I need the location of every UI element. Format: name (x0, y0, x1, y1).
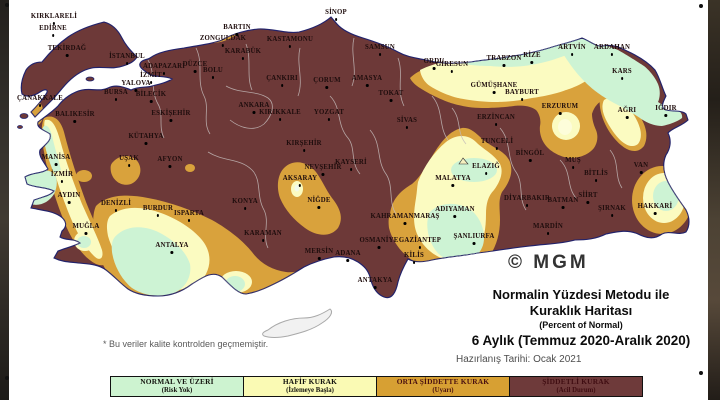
legend-item-3: ORTA ŞİDDETTE KURAK (Uyarı) (376, 377, 509, 396)
region-elazig-core (451, 158, 497, 182)
mgm-copyright: © MGM (508, 252, 589, 273)
quality-footnote: * Bu veriler kalite kontrolden geçmemişt… (103, 339, 269, 349)
legend-sublabel: (Acil Durum) (556, 386, 596, 394)
region-afyon-spot (185, 164, 195, 172)
region-izmir-east-spot (76, 170, 92, 182)
normal-regions (21, 38, 683, 296)
title-map-name: Kuraklık Haritası (529, 302, 633, 318)
tunceli-marker (458, 157, 469, 165)
pale-cores (294, 119, 572, 192)
island-gokceada (19, 113, 29, 119)
region-northeast-green (559, 39, 683, 126)
region-edirne-spot (34, 39, 42, 47)
region-sanliurfa-core (427, 203, 484, 262)
region-west-coast-mild (44, 119, 103, 259)
title-period: 6 Aylık (Temmuz 2020-Aralık 2020) (471, 333, 691, 349)
erzurum-pale-core (558, 119, 572, 135)
title-english: (Percent of Normal) (539, 319, 623, 330)
title-method-line: Normalin Yüzdesi Metodu ile (492, 287, 670, 302)
islands (17, 76, 95, 129)
legend-sublabel: (İzlemeye Başla) (286, 386, 334, 394)
cyprus-outline (262, 308, 333, 338)
legend-item-1: NORMAL VE ÜZERİ (Risk Yok) (111, 377, 243, 396)
region-mugla-spot (77, 236, 91, 248)
region-agri-mild (602, 97, 641, 147)
corner-dot (699, 4, 703, 8)
region-usak (110, 156, 141, 185)
legend-label: HAFİF KURAK (282, 377, 338, 387)
title-prepared-date: Hazırlanış Tarihi: Ocak 2021 (456, 353, 582, 365)
island-bozcaada (17, 125, 23, 129)
region-aksaray-nigde (277, 162, 341, 235)
legend-sublabel: (Risk Yok) (161, 386, 193, 394)
photo-edge-right (708, 0, 720, 400)
legend-item-2: HAFİF KURAK (İzlemeye Başla) (243, 377, 376, 396)
legend-bar: NORMAL VE ÜZERİ (Risk Yok) HAFİF KURAK (İzl… (110, 376, 643, 397)
legend-item-4: ŞİDDETLİ KURAK (Acil Durum) (509, 377, 642, 396)
aksaray-pale-core (294, 184, 300, 192)
legend-label: NORMAL VE ÜZERİ (140, 377, 214, 387)
legend-label: ORTA ŞİDDETTE KURAK (396, 377, 490, 387)
corner-dot (5, 3, 9, 7)
corner-dot (5, 376, 9, 380)
province-borders (147, 37, 623, 249)
region-edirne-core (35, 40, 41, 46)
photo-edge-left (0, 0, 9, 400)
island-marmara (85, 76, 95, 82)
region-hakkari-core (653, 181, 679, 211)
title-block: Normalin Yüzdesi Metodu ile Kuraklık Har… (448, 287, 714, 365)
region-antalya (111, 227, 191, 296)
corner-dot (699, 371, 703, 375)
legend-label: ŞİDDETLİ KURAK (542, 377, 610, 387)
legend-sublabel: (Uyarı) (432, 386, 454, 394)
